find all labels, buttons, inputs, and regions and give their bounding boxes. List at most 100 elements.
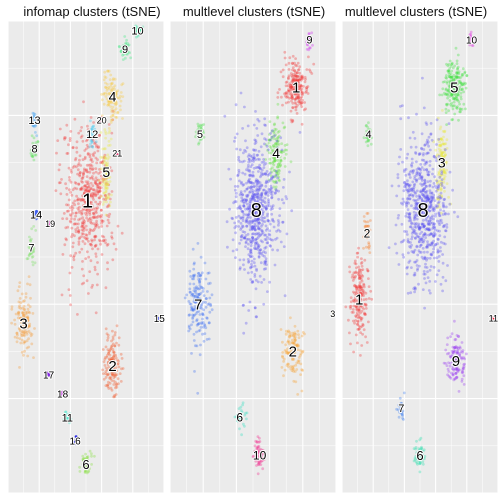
data-point (76, 313, 79, 316)
data-point (294, 77, 298, 81)
data-point (103, 156, 106, 159)
data-point (260, 195, 264, 199)
data-point (242, 263, 245, 267)
data-point (405, 266, 409, 270)
data-point (367, 247, 371, 250)
data-point (236, 419, 239, 422)
data-point (259, 455, 263, 458)
data-point (287, 61, 291, 65)
data-point (441, 253, 444, 256)
data-point (311, 43, 314, 47)
data-point (405, 156, 409, 160)
data-point (264, 191, 267, 195)
data-point (30, 252, 33, 256)
data-point (396, 216, 400, 220)
data-point (441, 129, 445, 133)
data-point (82, 222, 86, 225)
data-point (254, 459, 258, 463)
data-point (106, 197, 110, 200)
data-point (36, 140, 40, 144)
data-point (66, 417, 70, 421)
data-point (428, 256, 432, 260)
data-point (81, 240, 85, 243)
data-point (65, 417, 69, 420)
data-point (76, 197, 80, 201)
data-point (440, 153, 444, 157)
data-point (90, 239, 94, 243)
data-point (296, 359, 300, 363)
data-point (103, 184, 107, 188)
data-point (86, 465, 90, 469)
data-point (260, 208, 264, 212)
data-point (109, 137, 113, 141)
data-point (104, 195, 108, 199)
data-point (242, 303, 245, 307)
data-point (416, 171, 420, 175)
data-point (395, 194, 399, 198)
data-point (96, 183, 100, 186)
data-point (193, 273, 197, 277)
data-point (299, 102, 303, 106)
data-point (90, 176, 93, 180)
data-point (293, 324, 297, 328)
data-point (253, 273, 257, 276)
data-point (268, 161, 272, 165)
data-point (106, 165, 109, 169)
data-point (256, 472, 260, 476)
data-point (79, 187, 83, 191)
data-point (198, 123, 202, 127)
data-point (235, 248, 239, 252)
data-point (283, 156, 287, 160)
data-point (439, 196, 443, 200)
data-point (105, 355, 109, 359)
data-point (240, 196, 244, 200)
data-point (296, 68, 300, 72)
data-point (255, 182, 259, 186)
data-point (413, 248, 417, 252)
data-point (97, 178, 100, 182)
data-point (87, 207, 90, 211)
data-point (236, 174, 240, 178)
data-point (94, 141, 97, 145)
data-point (258, 453, 262, 457)
data-point (26, 316, 29, 320)
data-point (104, 76, 108, 79)
data-point (289, 84, 292, 87)
data-point (74, 165, 78, 169)
data-point (290, 84, 294, 88)
data-point (112, 395, 115, 399)
data-point (88, 270, 92, 273)
data-point (357, 298, 360, 302)
data-point (81, 221, 84, 225)
data-point (411, 130, 415, 134)
data-point (453, 319, 456, 323)
data-point (102, 93, 106, 96)
data-point (77, 182, 81, 186)
data-point (296, 329, 300, 333)
data-point (249, 278, 253, 281)
cluster-21-points (115, 153, 119, 157)
data-point (119, 352, 123, 356)
data-point (193, 307, 197, 311)
data-point (249, 200, 253, 203)
data-point (68, 178, 72, 182)
data-point (123, 45, 126, 49)
data-point (422, 106, 426, 110)
data-point (21, 319, 24, 323)
data-point (261, 448, 265, 452)
data-point (268, 138, 271, 142)
data-point (437, 269, 441, 272)
data-point (203, 332, 207, 335)
data-point (111, 337, 115, 341)
data-point (257, 456, 261, 460)
data-point (352, 275, 356, 279)
data-point (198, 274, 202, 278)
data-point (460, 341, 464, 344)
data-point (110, 345, 113, 348)
data-point (294, 85, 297, 89)
data-point (83, 169, 86, 172)
cluster-1-points (344, 246, 374, 357)
data-point (300, 334, 304, 338)
data-point (349, 342, 352, 346)
data-point (72, 258, 76, 262)
